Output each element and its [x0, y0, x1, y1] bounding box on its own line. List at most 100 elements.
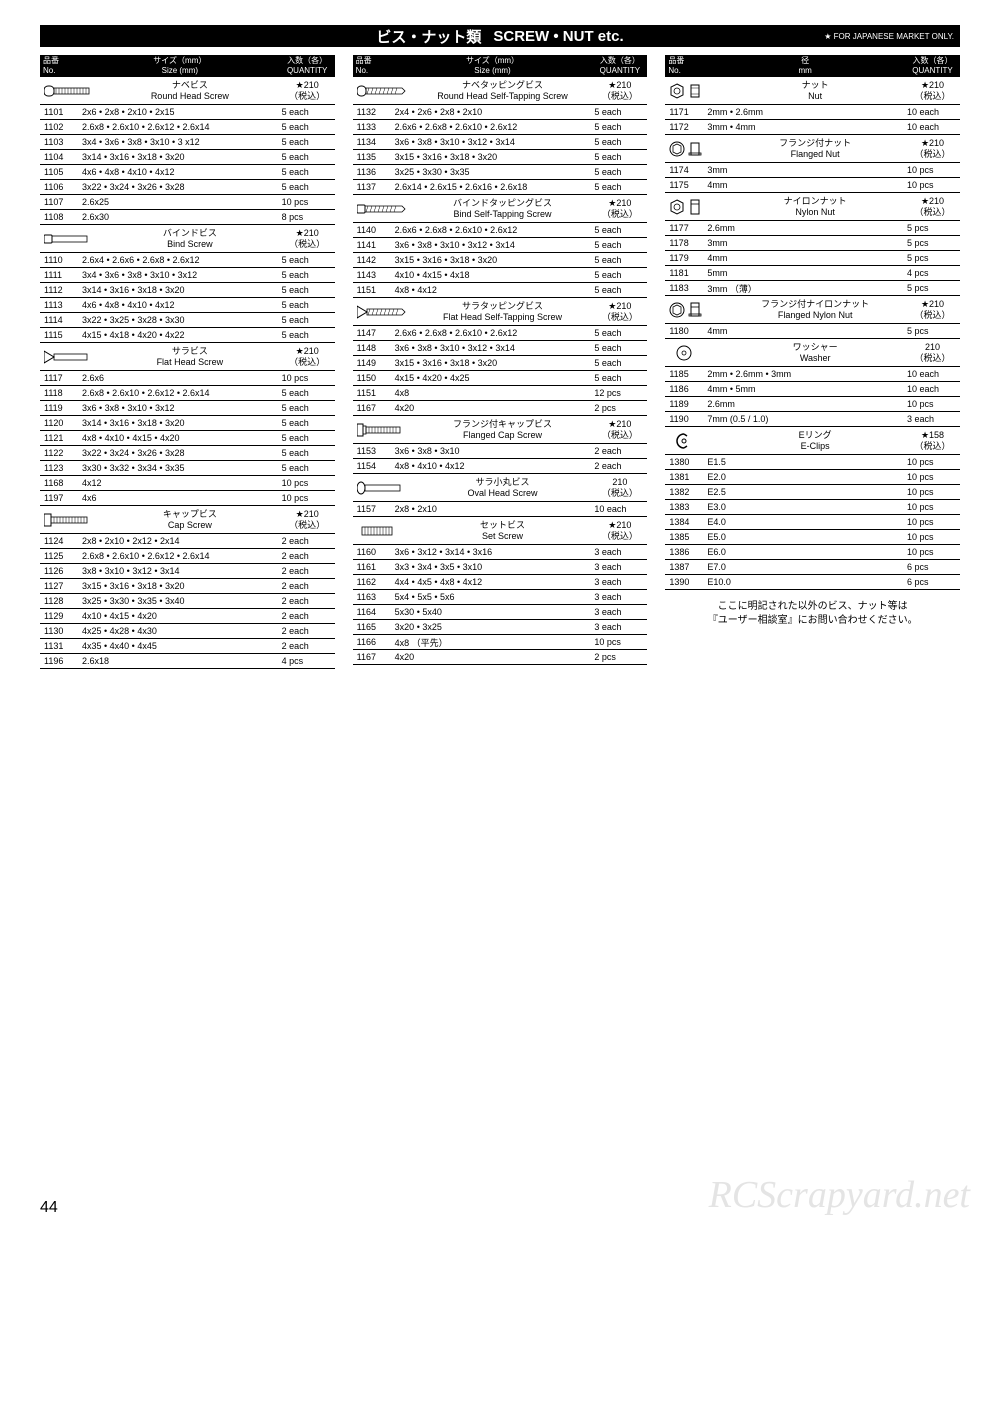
section-name: フランジ付ナットFlanged Nut: [725, 138, 905, 160]
section-name-jp: サラビス: [100, 346, 280, 357]
cell-no: 1122: [40, 448, 80, 458]
table-row: 11332.6x6 • 2.6x8 • 2.6x10 • 2.6x125 eac…: [353, 120, 648, 135]
cell-no: 1162: [353, 577, 393, 587]
table-row: 11514x812 pcs: [353, 386, 648, 401]
cell-qty: 2 each: [280, 596, 335, 606]
cell-no: 1183: [665, 283, 705, 293]
section-name: バインドタッピングビスBind Self-Tapping Screw: [413, 198, 593, 220]
cell-no: 1121: [40, 433, 80, 443]
table-row: 1384E4.010 pcs: [665, 515, 960, 530]
cell-size: 3x14 • 3x16 • 3x18 • 3x20: [80, 285, 280, 295]
price-star: ★210: [921, 138, 944, 148]
cell-no: 1178: [665, 238, 705, 248]
cell-no: 1128: [40, 596, 80, 606]
price-star: 210: [925, 342, 940, 352]
cell-no: 1180: [665, 326, 705, 336]
cell-no: 1125: [40, 551, 80, 561]
cell-qty: 10 pcs: [905, 180, 960, 190]
section-name-en: Flanged Cap Screw: [413, 430, 593, 441]
cell-no: 1135: [353, 152, 393, 162]
cell-qty: 5 each: [280, 182, 335, 192]
hdr-no-jp: 品番: [668, 56, 702, 66]
table-row: 11294x10 • 4x15 • 4x202 each: [40, 609, 335, 624]
flanged-nut-icon: [665, 141, 725, 157]
cell-size: 5x30 • 5x40: [393, 607, 593, 617]
section-price: ★210（税込）: [280, 509, 335, 531]
section-head: フランジ付ナイロンナットFlanged Nylon Nut★210（税込）: [665, 296, 960, 324]
hdr-size-jp: サイズ（mm）: [466, 56, 519, 66]
cell-size: 3mm: [705, 165, 905, 175]
cell-no: 1168: [40, 478, 80, 488]
title-jp: ビス・ナット類: [376, 26, 481, 47]
table-row: 11493x15 • 3x16 • 3x18 • 3x205 each: [353, 356, 648, 371]
price-star: ★210: [921, 196, 944, 206]
cell-qty: 2 each: [280, 566, 335, 576]
cell-qty: 12 pcs: [592, 388, 647, 398]
table-row: 11273x15 • 3x16 • 3x18 • 3x202 each: [40, 579, 335, 594]
cell-no: 1137: [353, 182, 393, 192]
cell-no: 1142: [353, 255, 393, 265]
cell-size: 2.6mm: [705, 223, 905, 233]
cell-qty: 5 each: [592, 167, 647, 177]
cell-qty: 10 each: [592, 504, 647, 514]
table-row: 11283x25 • 3x30 • 3x35 • 3x402 each: [40, 594, 335, 609]
flat-screw-icon: [40, 349, 100, 365]
cell-size: 4x10 • 4x15 • 4x18: [393, 270, 593, 280]
cell-size: 3x15 • 3x16 • 3x18 • 3x20: [393, 152, 593, 162]
cell-no: 1189: [665, 399, 705, 409]
section-name-jp: ナット: [725, 80, 905, 91]
cell-qty: 10 pcs: [280, 478, 335, 488]
cell-size: 4x15 • 4x18 • 4x20 • 4x22: [80, 330, 280, 340]
cell-no: 1390: [665, 577, 705, 587]
table-row: 11182.6x8 • 2.6x10 • 2.6x12 • 2.6x145 ea…: [40, 386, 335, 401]
cell-no: 1387: [665, 562, 705, 572]
table-row: 11072.6x2510 pcs: [40, 195, 335, 210]
table-row: 11815mm4 pcs: [665, 266, 960, 281]
cell-no: 1110: [40, 255, 80, 265]
cell-qty: 3 each: [592, 592, 647, 602]
table-row: 1386E6.010 pcs: [665, 545, 960, 560]
cell-no: 1147: [353, 328, 393, 338]
cell-no: 1112: [40, 285, 80, 295]
flat-tap-icon: [353, 304, 413, 320]
cell-no: 1115: [40, 330, 80, 340]
cell-qty: 5 each: [592, 107, 647, 117]
table-row: 11012x6 • 2x8 • 2x10 • 2x155 each: [40, 105, 335, 120]
section-head: サラ小丸ビスOval Head Screw210（税込）: [353, 474, 648, 502]
table-row: 11653x20 • 3x253 each: [353, 620, 648, 635]
cell-no: 1105: [40, 167, 80, 177]
section-price: ★210（税込）: [592, 301, 647, 323]
cell-size: 2mm • 2.6mm: [705, 107, 905, 117]
cell-size: 4x8 • 4x10 • 4x12: [393, 461, 593, 471]
cell-qty: 5 each: [592, 122, 647, 132]
cell-no: 1120: [40, 418, 80, 428]
cell-qty: 5 each: [280, 418, 335, 428]
cell-size: 2.6x8 • 2.6x10 • 2.6x12 • 2.6x14: [80, 388, 280, 398]
cell-size: 2x6 • 2x8 • 2x10 • 2x15: [80, 107, 280, 117]
section-name-en: Round Head Self-Tapping Screw: [413, 91, 593, 102]
table-row: 11434x10 • 4x15 • 4x185 each: [353, 268, 648, 283]
cell-qty: 5 each: [280, 122, 335, 132]
flanged-cap-icon: [353, 422, 413, 438]
cell-qty: 5 each: [280, 270, 335, 280]
cell-size: 2.6x8 • 2.6x10 • 2.6x12 • 2.6x14: [80, 551, 280, 561]
cell-qty: 10 each: [905, 107, 960, 117]
hdr-qty-en: QUANTITY: [287, 66, 327, 76]
oval-screw-icon: [353, 480, 413, 496]
section-price: ★210（税込）: [905, 138, 960, 160]
table-row: 11514x8 • 4x125 each: [353, 283, 648, 298]
table-row: 11263x8 • 3x10 • 3x12 • 3x142 each: [40, 564, 335, 579]
cell-size: 2.6x6 • 2.6x8 • 2.6x10 • 2.6x12: [393, 225, 593, 235]
table-row: 11892.6mm10 pcs: [665, 397, 960, 412]
cell-size: 3x8 • 3x10 • 3x12 • 3x14: [80, 566, 280, 576]
cell-no: 1179: [665, 253, 705, 263]
price-tax: （税込）: [289, 239, 325, 249]
cell-qty: 5 each: [592, 270, 647, 280]
cell-size: 3x6 • 3x12 • 3x14 • 3x16: [393, 547, 593, 557]
cell-no: 1113: [40, 300, 80, 310]
table-row: 11635x4 • 5x5 • 5x63 each: [353, 590, 648, 605]
cell-size: 2.6x6 • 2.6x8 • 2.6x10 • 2.6x12: [393, 122, 593, 132]
table-row: 11063x22 • 3x24 • 3x26 • 3x285 each: [40, 180, 335, 195]
price-star: ★210: [296, 509, 319, 519]
cell-size: 4x8 • 4x12: [393, 285, 593, 295]
